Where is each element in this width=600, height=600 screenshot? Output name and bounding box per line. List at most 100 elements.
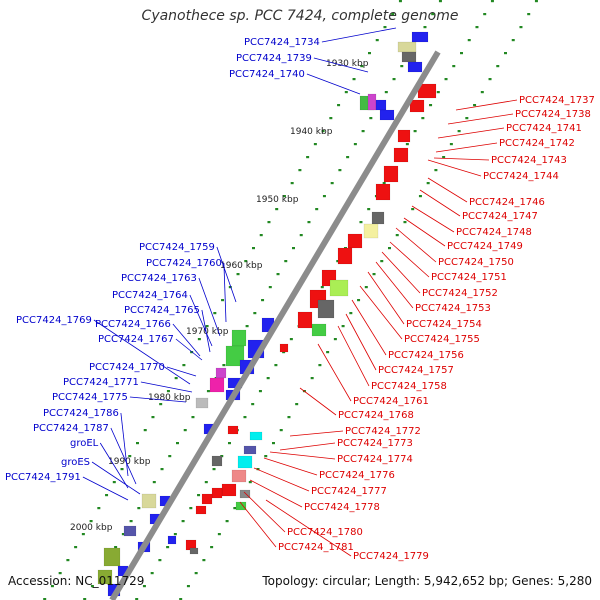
track-dot [395, 234, 399, 237]
kbp-tick-label: 1950 kbp [256, 195, 299, 205]
right-gene-label: PCC7424_1773 [337, 438, 413, 449]
track-dot [267, 221, 271, 224]
track-dot [120, 468, 124, 471]
track-dot [225, 520, 229, 523]
track-dot [228, 286, 232, 289]
right-gene-label: PCC7424_1776 [319, 470, 395, 481]
track-dot [475, 26, 479, 29]
track-dot [266, 377, 270, 380]
track-dot [511, 39, 515, 42]
track-dot [418, 195, 422, 198]
track-dot [488, 78, 492, 81]
track-dot [426, 182, 430, 185]
right-leader-line [279, 442, 336, 451]
track-dot [423, 26, 427, 29]
left-leader-line [223, 262, 227, 323]
left-leader-line [216, 246, 237, 303]
track-dot [380, 260, 384, 263]
gene-feature [379, 109, 395, 121]
track-dot [173, 533, 177, 536]
track-dot [275, 208, 279, 211]
right-leader-line [437, 127, 505, 139]
gene-labels: PCC7424_1734 PCC7424_1739 PCC7424_1740 PCC7… [5, 37, 595, 562]
track-dot [368, 52, 371, 55]
gene-feature [211, 455, 223, 467]
right-leader-line [381, 251, 421, 294]
track-dot [310, 377, 314, 380]
right-gene-label: PCC7424_1742 [499, 138, 575, 149]
gene-feature [337, 247, 353, 265]
track-dot [90, 585, 94, 588]
track-dot [284, 260, 288, 263]
track-dot [444, 78, 448, 81]
track-dot [194, 572, 198, 575]
gene-feature [123, 525, 137, 537]
dotted-tracks [43, 0, 538, 600]
left-leader-line [99, 442, 129, 489]
track-dot [326, 351, 330, 354]
gene-feature [215, 367, 227, 379]
track-dot [291, 247, 295, 250]
track-dot [338, 169, 342, 172]
track-dot [527, 13, 531, 16]
right-leader-line [289, 430, 344, 437]
track-dot [282, 195, 286, 198]
gene-feature [239, 489, 251, 499]
track-dot [174, 377, 178, 380]
track-dot [504, 52, 507, 55]
right-leader-line [427, 159, 482, 177]
track-dot [274, 364, 278, 367]
right-leader-line [269, 451, 336, 460]
track-dot [411, 208, 415, 211]
left-leader-line [172, 323, 201, 357]
track-dot [186, 585, 190, 588]
track-dot [382, 182, 386, 185]
right-gene-label: PCC7424_1761 [353, 396, 429, 407]
track-dot [480, 91, 484, 94]
gene-feature [97, 569, 113, 585]
left-leader-line [198, 277, 221, 337]
track-dot [244, 260, 248, 263]
right-gene-label: PCC7424_1753 [415, 303, 491, 314]
track-dot [181, 520, 185, 523]
track-dot [337, 104, 341, 107]
track-dot [483, 13, 487, 16]
track-dot [251, 247, 255, 250]
track-dot [429, 104, 433, 107]
right-leader-line [337, 325, 370, 387]
track-dot [221, 299, 225, 302]
track-dot [322, 195, 326, 198]
right-leader-line [351, 299, 387, 356]
right-gene-label: PCC7424_1757 [378, 365, 454, 376]
right-gene-label: PCC7424_1738 [515, 109, 591, 120]
right-leader-line [359, 285, 403, 340]
gene-feature [231, 469, 247, 483]
track-dot [364, 286, 368, 289]
track-dot [182, 364, 186, 367]
genome-backbone [109, 50, 441, 600]
track-dot [206, 390, 210, 393]
gene-feature [393, 147, 409, 163]
gene-feature [383, 165, 399, 183]
track-dot [473, 104, 477, 107]
track-dot [290, 182, 294, 185]
right-leader-line [427, 177, 468, 203]
track-dot [431, 13, 435, 16]
track-dot [268, 286, 272, 289]
track-dot [341, 325, 345, 328]
gene-feature [249, 431, 263, 441]
left-leader-line [306, 73, 361, 95]
track-dot [361, 130, 365, 133]
track-dot [151, 416, 155, 419]
track-dot [384, 91, 388, 94]
right-gene-label: PCC7424_1751 [431, 272, 507, 283]
right-gene-label: PCC7424_1758 [371, 381, 447, 392]
track-dot [236, 273, 240, 276]
gene-feature [371, 211, 385, 225]
gene-feature [141, 493, 157, 509]
gene-feature [209, 377, 225, 393]
track-dot [276, 273, 280, 276]
right-leader-line [263, 457, 318, 476]
right-leader-line [403, 217, 446, 247]
